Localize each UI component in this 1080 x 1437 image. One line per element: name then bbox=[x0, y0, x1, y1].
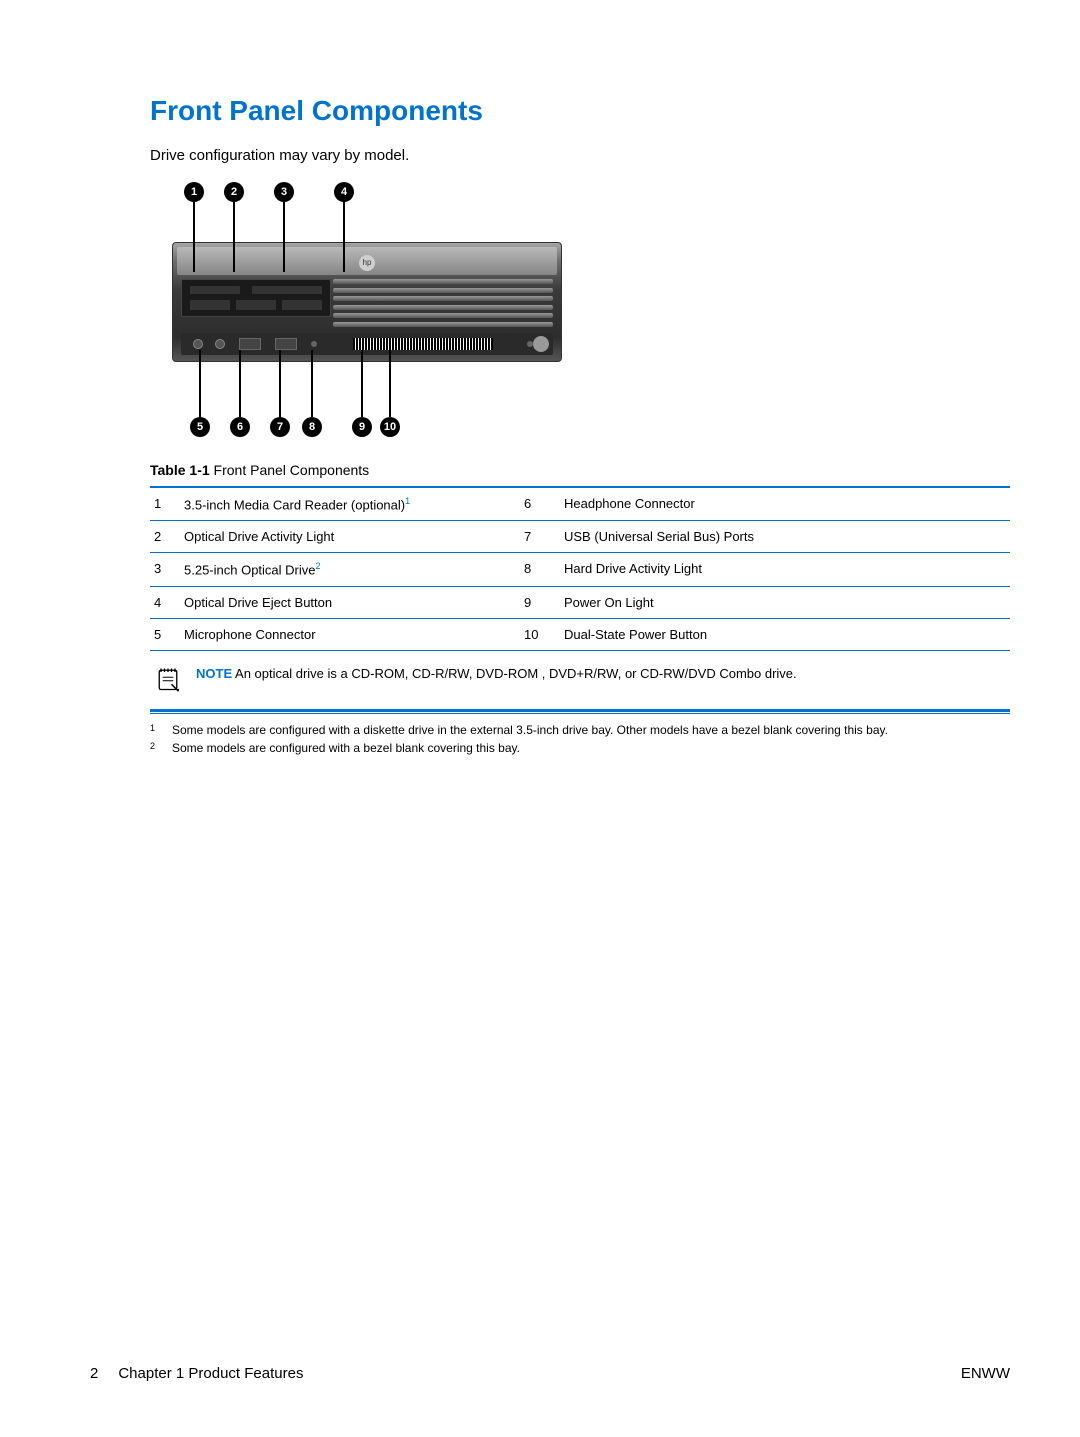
mic-jack bbox=[193, 339, 203, 349]
component-desc: Optical Drive Activity Light bbox=[180, 521, 520, 553]
callout-marker: 9 bbox=[352, 417, 372, 437]
front-grille-icon bbox=[353, 338, 493, 350]
callout-marker: 8 bbox=[302, 417, 322, 437]
callout-line bbox=[279, 350, 281, 417]
callout-marker: 4 bbox=[334, 182, 354, 202]
footnote-num: 2 bbox=[150, 740, 162, 757]
component-number: 9 bbox=[520, 586, 560, 618]
callout-marker: 3 bbox=[274, 182, 294, 202]
component-desc: 3.5-inch Media Card Reader (optional)1 bbox=[180, 487, 520, 521]
footnote: 1 Some models are configured with a diske… bbox=[150, 722, 1010, 739]
component-desc: Dual-State Power Button bbox=[560, 618, 1010, 650]
footnotes: 1 Some models are configured with a diske… bbox=[150, 722, 1010, 758]
table-note-row: NOTE An optical drive is a CD-ROM, CD-R/… bbox=[150, 650, 1010, 710]
component-number: 7 bbox=[520, 521, 560, 553]
intro-text: Drive configuration may vary by model. bbox=[150, 147, 1010, 164]
callout-marker: 2 bbox=[224, 182, 244, 202]
section-title: Front Panel Components bbox=[150, 95, 1010, 127]
callout-marker: 1 bbox=[184, 182, 204, 202]
component-desc: Optical Drive Eject Button bbox=[180, 586, 520, 618]
table-caption-text: Front Panel Components bbox=[210, 462, 370, 478]
bottom-ports-row bbox=[181, 333, 553, 355]
component-number: 10 bbox=[520, 618, 560, 650]
table-bottom-rule bbox=[150, 710, 1010, 713]
power-button-icon bbox=[533, 336, 549, 352]
chapter-label: Chapter 1 Product Features bbox=[118, 1365, 303, 1382]
footnote-num: 1 bbox=[150, 722, 162, 739]
callout-line bbox=[361, 350, 363, 417]
callout-line bbox=[239, 350, 241, 417]
media-card-reader bbox=[181, 279, 331, 317]
component-number: 3 bbox=[150, 553, 180, 586]
note-label: NOTE bbox=[196, 666, 232, 681]
callout-marker: 5 bbox=[190, 417, 210, 437]
component-number: 6 bbox=[520, 487, 560, 521]
table-row: 5Microphone Connector10Dual-State Power … bbox=[150, 618, 1010, 650]
headphone-jack bbox=[215, 339, 225, 349]
footer-right: ENWW bbox=[961, 1365, 1010, 1382]
component-number: 5 bbox=[150, 618, 180, 650]
note-body: An optical drive is a CD-ROM, CD-R/RW, D… bbox=[232, 666, 797, 681]
callout-line bbox=[343, 202, 345, 272]
vent-grille bbox=[333, 279, 553, 327]
table-row: 4Optical Drive Eject Button9Power On Lig… bbox=[150, 586, 1010, 618]
footnote: 2 Some models are configured with a bezel… bbox=[150, 740, 1010, 757]
component-desc: Power On Light bbox=[560, 586, 1010, 618]
note-icon bbox=[154, 665, 182, 693]
component-desc: Hard Drive Activity Light bbox=[560, 553, 1010, 586]
hdd-led bbox=[311, 341, 317, 347]
callout-line bbox=[199, 350, 201, 417]
component-number: 4 bbox=[150, 586, 180, 618]
callout-marker: 6 bbox=[230, 417, 250, 437]
callout-line bbox=[283, 202, 285, 272]
component-desc: Microphone Connector bbox=[180, 618, 520, 650]
callout-line bbox=[233, 202, 235, 272]
footnote-text: Some models are configured with a disket… bbox=[172, 722, 888, 739]
page-footer: 2 Chapter 1 Product Features ENWW bbox=[90, 1365, 1010, 1382]
components-table: 13.5-inch Media Card Reader (optional)16… bbox=[150, 486, 1010, 714]
component-number: 2 bbox=[150, 521, 180, 553]
hp-logo-icon: hp bbox=[359, 255, 375, 271]
callout-marker: 7 bbox=[270, 417, 290, 437]
table-row: 13.5-inch Media Card Reader (optional)16… bbox=[150, 487, 1010, 521]
table-row: 2Optical Drive Activity Light7USB (Unive… bbox=[150, 521, 1010, 553]
table-number: Table 1-1 bbox=[150, 462, 210, 478]
callout-line bbox=[311, 350, 313, 417]
front-panel-diagram: hp 12 3 4 5678 9 10 bbox=[162, 182, 582, 437]
table-caption: Table 1-1 Front Panel Components bbox=[150, 462, 1010, 478]
page-number: 2 bbox=[90, 1365, 98, 1382]
component-desc: USB (Universal Serial Bus) Ports bbox=[560, 521, 1010, 553]
component-desc: 5.25-inch Optical Drive2 bbox=[180, 553, 520, 586]
callout-line bbox=[389, 350, 391, 417]
usb-ports bbox=[239, 338, 261, 350]
callout-marker: 10 bbox=[380, 417, 400, 437]
component-number: 8 bbox=[520, 553, 560, 586]
component-number: 1 bbox=[150, 487, 180, 521]
component-desc: Headphone Connector bbox=[560, 487, 1010, 521]
footnote-text: Some models are configured with a bezel … bbox=[172, 740, 520, 757]
device-illustration: hp bbox=[172, 242, 562, 362]
callout-line bbox=[193, 202, 195, 272]
usb-ports bbox=[275, 338, 297, 350]
table-row: 35.25-inch Optical Drive28Hard Drive Act… bbox=[150, 553, 1010, 586]
